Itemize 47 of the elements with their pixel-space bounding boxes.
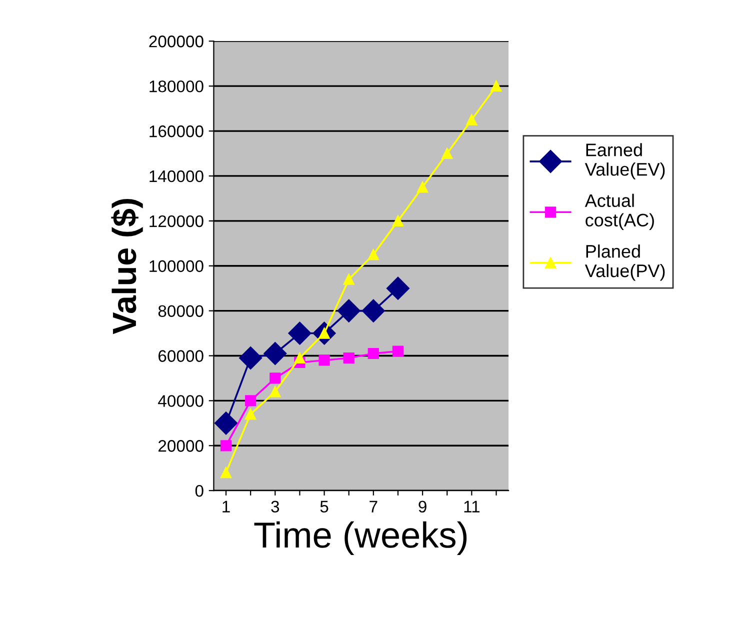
x-axis-title: Time (weeks) — [254, 521, 467, 556]
point — [239, 346, 262, 370]
y-tick-label: 180000 — [150, 80, 204, 92]
point — [392, 215, 404, 226]
y-tick-label: 200000 — [149, 36, 204, 48]
point — [220, 467, 232, 478]
point — [343, 352, 354, 364]
y-axis-title: Value ($) — [111, 198, 143, 334]
y-tick-label: 120000 — [150, 215, 204, 228]
point — [294, 352, 306, 364]
point — [392, 346, 404, 357]
point — [318, 354, 330, 366]
x-tick-label: 9 — [418, 500, 426, 513]
point — [214, 412, 238, 435]
point — [220, 440, 232, 452]
x-tick-label: 3 — [271, 500, 280, 513]
point — [288, 322, 312, 345]
point — [386, 276, 410, 300]
point — [245, 395, 256, 406]
y-tick-label: 0 — [195, 484, 204, 497]
y-tick-label: 140000 — [150, 170, 204, 182]
y-tick-label: 60000 — [158, 350, 204, 362]
y-tick-label: 160000 — [150, 125, 204, 138]
point — [466, 114, 478, 126]
legend-label: Planed Value(PV) — [584, 244, 665, 281]
x-tick-label: 1 — [222, 500, 230, 512]
y-tick-label: 100000 — [150, 260, 204, 272]
point — [416, 182, 428, 193]
point — [270, 386, 281, 398]
x-tick-label: 7 — [370, 500, 378, 512]
point — [245, 408, 256, 420]
point — [264, 342, 287, 365]
point — [442, 148, 453, 160]
x-tick-label: 5 — [320, 500, 328, 513]
y-tick-label: 40000 — [158, 395, 204, 407]
legend-label: Earned Value(EV) — [584, 143, 665, 180]
point — [343, 274, 354, 285]
y-tick-label: 80000 — [158, 305, 204, 318]
point — [362, 299, 385, 322]
y-tick-label: 20000 — [158, 440, 204, 452]
legend-label: Actual cost(AC) — [584, 194, 654, 230]
point — [368, 348, 379, 360]
point — [368, 249, 379, 260]
point — [270, 372, 281, 384]
point — [490, 80, 502, 92]
point — [337, 299, 360, 322]
x-tick-label: 11 — [464, 500, 480, 512]
